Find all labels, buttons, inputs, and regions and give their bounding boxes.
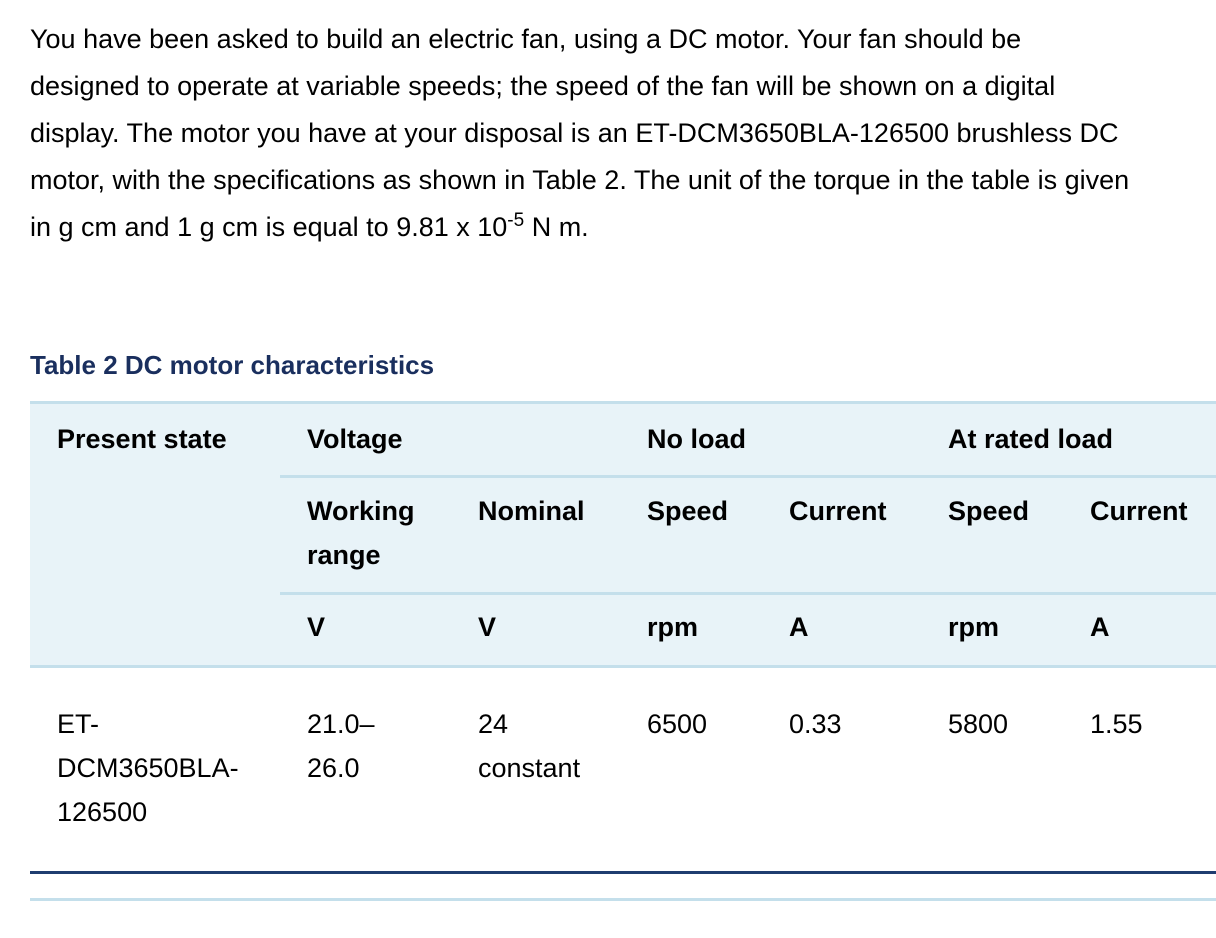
intro-text: You have been asked to build an electric…	[30, 24, 1130, 242]
unit-speed-no-load: rpm	[647, 612, 699, 642]
unit-nominal: V	[478, 612, 497, 642]
cell-nominal: 24 constant	[478, 709, 581, 783]
cell-current-no-load: 0.33	[789, 709, 842, 739]
header-voltage: Voltage	[307, 424, 403, 454]
header-divider	[280, 475, 1216, 478]
unit-working-range: V	[307, 612, 326, 642]
intro-text-end: N m.	[524, 212, 589, 242]
cell-speed-no-load: 6500	[647, 709, 708, 739]
header-no-load: No load	[647, 424, 746, 454]
cell-speed-rated: 5800	[948, 709, 1009, 739]
intro-paragraph: You have been asked to build an electric…	[30, 16, 1130, 251]
cell-current-rated: 1.55	[1090, 709, 1143, 739]
unit-speed-rated: rpm	[948, 612, 1000, 642]
header-working-range: Working range	[307, 496, 415, 570]
header-at-rated-load: At rated load	[948, 424, 1114, 454]
table-footer-rule	[30, 898, 1216, 901]
table-bottom-rule	[30, 871, 1216, 874]
unit-current-no-load: A	[789, 612, 809, 642]
header-nominal: Nominal	[478, 496, 585, 526]
header-speed-rated: Speed	[948, 496, 1030, 526]
table-caption: Table 2 DC motor characteristics	[30, 350, 435, 380]
header-current-rated: Current	[1090, 496, 1188, 526]
header-current-no-load: Current	[789, 496, 887, 526]
header-divider	[280, 592, 1216, 595]
cell-working-range: 21.0–26.0	[307, 709, 375, 783]
header-speed-no-load: Speed	[647, 496, 729, 526]
header-present-state: Present state	[57, 424, 227, 454]
exponent: -5	[507, 210, 525, 231]
table-header	[30, 401, 1216, 668]
cell-present-state: ET- DCM3650BLA- 126500	[57, 709, 239, 827]
unit-current-rated: A	[1090, 612, 1110, 642]
